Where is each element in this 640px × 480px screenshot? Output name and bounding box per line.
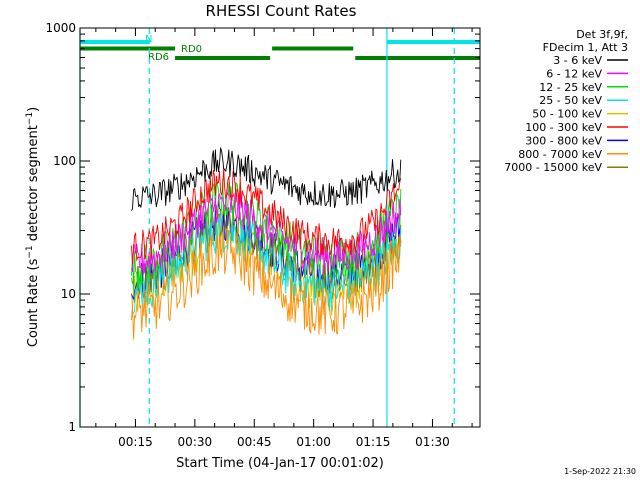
legend-label-300-800-kev: 300 - 800 keV — [525, 134, 602, 147]
y-tick-label: 1 — [68, 420, 76, 434]
x-tick-label: 01:15 — [356, 435, 391, 449]
y-axis-label: Count Rate (s−1 detector segment−1) — [25, 107, 41, 347]
series-line-100-300-kev — [131, 167, 402, 265]
y-tick-label: 100 — [53, 154, 76, 168]
legend-label-50-100-kev: 50 - 100 keV — [532, 108, 602, 121]
legend-header-line-2: FDecim 1, Att 3 — [543, 41, 628, 54]
legend-label-100-300-kev: 100 - 300 keV — [525, 121, 602, 134]
series-line-12-25-kev — [131, 178, 402, 290]
chart-title: RHESSI Count Rates — [206, 2, 357, 20]
plot-frame — [79, 27, 481, 428]
x-tick-label: 00:30 — [178, 435, 213, 449]
legend-label-6-12-kev: 6 - 12 keV — [546, 67, 602, 80]
series-line-3-6-kev — [131, 147, 402, 212]
flag-label-rd0: RD0 — [181, 44, 202, 55]
x-tick-label: 00:15 — [118, 435, 153, 449]
flag-bars: NRD0RD6 — [80, 34, 480, 63]
timestamp: 1-Sep-2022 21:30 — [564, 467, 636, 476]
legend-label-7000-15000-kev: 7000 - 15000 keV — [504, 161, 602, 174]
legend-label-3-6-kev: 3 - 6 keV — [553, 54, 602, 67]
flag-label-rd6: RD6 — [148, 52, 169, 63]
x-axis-label: Start Time (04-Jan-17 00:01:02) — [176, 456, 384, 471]
series-lines — [131, 147, 402, 340]
x-tick-label: 01:00 — [296, 435, 331, 449]
x-axis-ticks: 00:15 00:30 00:45 01:00 01:15 01:30 — [95, 28, 473, 449]
x-tick-label: 01:30 — [415, 435, 450, 449]
series-line-800-7000-kev — [131, 226, 402, 340]
legend-header-line-1: Det 3f,9f, — [576, 28, 628, 41]
y-tick-label: 1000 — [45, 21, 76, 35]
legend-label-25-50-kev: 25 - 50 keV — [539, 94, 602, 107]
y-axis-ticks: 1 10 100 1000 — [45, 21, 480, 434]
x-tick-label: 00:45 — [237, 435, 272, 449]
y-tick-label: 10 — [61, 287, 76, 301]
legend-label-12-25-kev: 12 - 25 keV — [539, 81, 602, 94]
legend-label-800-7000-kev: 800 - 7000 keV — [518, 148, 602, 161]
